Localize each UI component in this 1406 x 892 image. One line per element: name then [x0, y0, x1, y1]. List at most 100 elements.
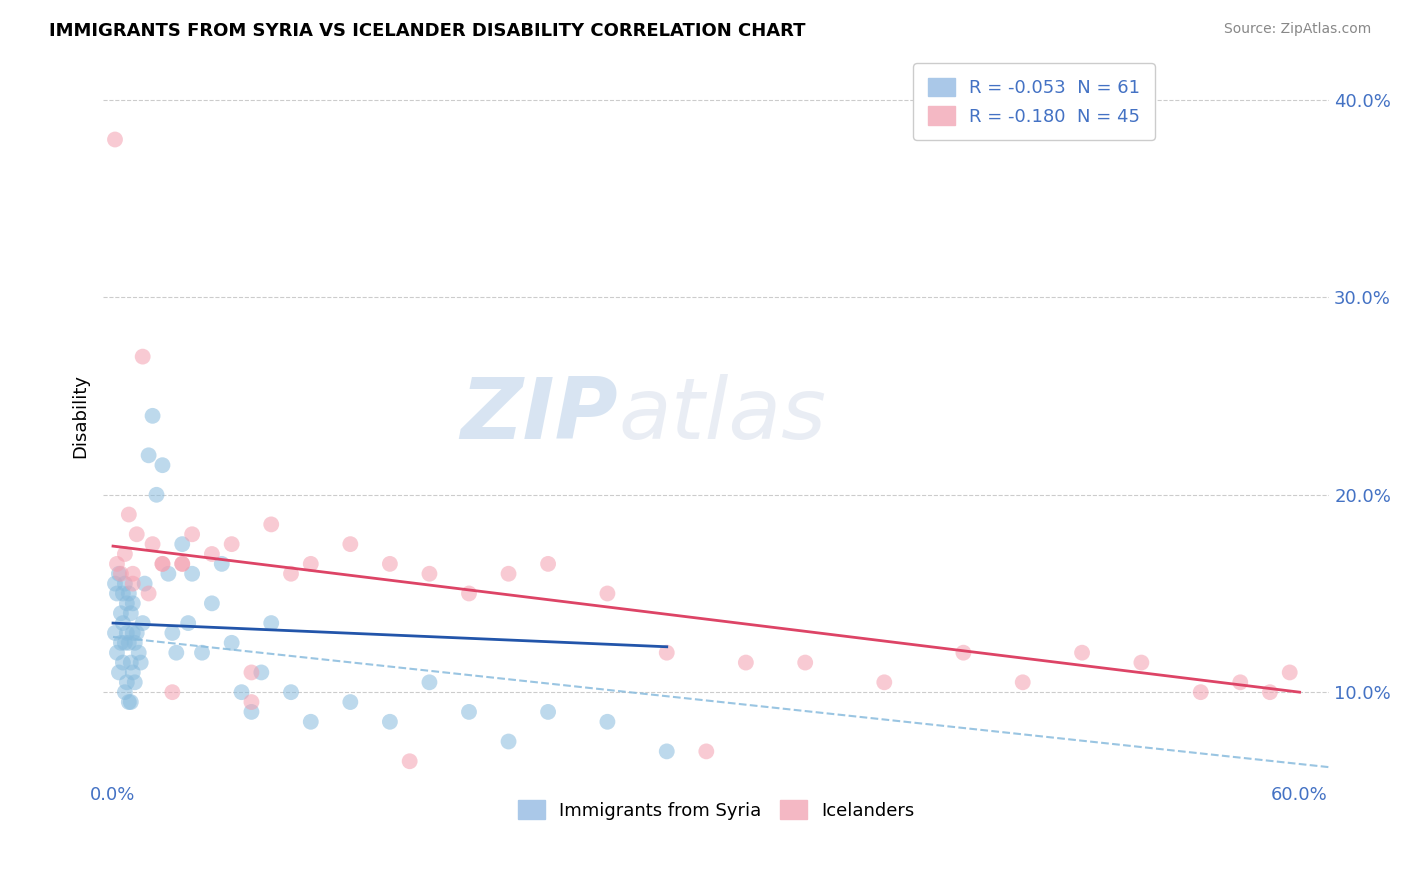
- Point: [250, 665, 273, 680]
- Point: [125, 527, 148, 541]
- Point: [339, 537, 361, 551]
- Point: [121, 576, 143, 591]
- Text: IMMIGRANTS FROM SYRIA VS ICELANDER DISABILITY CORRELATION CHART: IMMIGRANTS FROM SYRIA VS ICELANDER DISAB…: [49, 22, 806, 40]
- Point: [110, 566, 132, 581]
- Point: [120, 695, 142, 709]
- Point: [105, 586, 128, 600]
- Point: [211, 557, 233, 571]
- Point: [105, 557, 128, 571]
- Point: [201, 596, 224, 610]
- Point: [108, 566, 131, 581]
- Text: atlas: atlas: [619, 375, 827, 458]
- Point: [115, 596, 138, 610]
- Point: [794, 656, 817, 670]
- Point: [114, 576, 136, 591]
- Point: [142, 409, 165, 423]
- Text: Source: ZipAtlas.com: Source: ZipAtlas.com: [1223, 22, 1371, 37]
- Point: [231, 685, 253, 699]
- Point: [121, 596, 143, 610]
- Point: [118, 636, 141, 650]
- Point: [398, 754, 420, 768]
- Point: [260, 616, 283, 631]
- Point: [339, 695, 361, 709]
- Point: [1011, 675, 1033, 690]
- Point: [181, 527, 204, 541]
- Point: [165, 646, 187, 660]
- Point: [120, 656, 142, 670]
- Point: [240, 665, 263, 680]
- Point: [418, 566, 440, 581]
- Point: [131, 616, 153, 631]
- Point: [378, 714, 401, 729]
- Point: [110, 636, 132, 650]
- Point: [260, 517, 283, 532]
- Point: [121, 566, 143, 581]
- Point: [378, 557, 401, 571]
- Point: [177, 616, 200, 631]
- Point: [655, 744, 678, 758]
- Y-axis label: Disability: Disability: [72, 374, 89, 458]
- Legend: Immigrants from Syria, Icelanders: Immigrants from Syria, Icelanders: [510, 793, 922, 827]
- Point: [299, 557, 322, 571]
- Point: [280, 566, 302, 581]
- Point: [121, 665, 143, 680]
- Point: [114, 685, 136, 699]
- Point: [128, 646, 150, 660]
- Point: [655, 646, 678, 660]
- Text: ZIP: ZIP: [461, 375, 619, 458]
- Point: [118, 508, 141, 522]
- Point: [129, 656, 152, 670]
- Point: [498, 734, 520, 748]
- Point: [152, 557, 174, 571]
- Point: [458, 586, 481, 600]
- Point: [138, 448, 160, 462]
- Point: [138, 586, 160, 600]
- Point: [145, 488, 167, 502]
- Point: [1278, 665, 1301, 680]
- Point: [1258, 685, 1281, 699]
- Point: [134, 576, 156, 591]
- Point: [537, 557, 560, 571]
- Point: [240, 695, 263, 709]
- Point: [104, 576, 127, 591]
- Point: [114, 636, 136, 650]
- Point: [131, 350, 153, 364]
- Point: [172, 557, 194, 571]
- Point: [280, 685, 302, 699]
- Point: [115, 626, 138, 640]
- Point: [201, 547, 224, 561]
- Point: [114, 547, 136, 561]
- Point: [104, 626, 127, 640]
- Point: [120, 606, 142, 620]
- Point: [111, 656, 134, 670]
- Point: [104, 132, 127, 146]
- Point: [596, 586, 619, 600]
- Point: [695, 744, 717, 758]
- Point: [118, 586, 141, 600]
- Point: [142, 537, 165, 551]
- Point: [952, 646, 974, 660]
- Point: [1071, 646, 1094, 660]
- Point: [162, 626, 184, 640]
- Point: [115, 675, 138, 690]
- Point: [111, 616, 134, 631]
- Point: [105, 646, 128, 660]
- Point: [873, 675, 896, 690]
- Point: [596, 714, 619, 729]
- Point: [191, 646, 214, 660]
- Point: [181, 566, 204, 581]
- Point: [1189, 685, 1212, 699]
- Point: [172, 537, 194, 551]
- Point: [172, 557, 194, 571]
- Point: [299, 714, 322, 729]
- Point: [162, 685, 184, 699]
- Point: [458, 705, 481, 719]
- Point: [221, 537, 243, 551]
- Point: [418, 675, 440, 690]
- Point: [734, 656, 756, 670]
- Point: [1130, 656, 1153, 670]
- Point: [221, 636, 243, 650]
- Point: [157, 566, 180, 581]
- Point: [124, 675, 146, 690]
- Point: [124, 636, 146, 650]
